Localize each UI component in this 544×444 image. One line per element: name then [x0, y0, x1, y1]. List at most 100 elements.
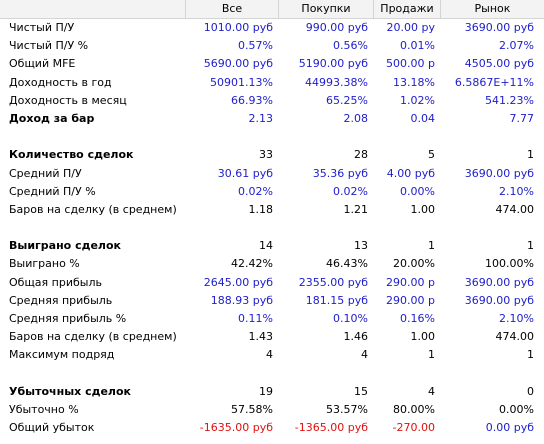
spacer-row — [0, 365, 544, 383]
row-label: Средняя прибыль % — [9, 312, 127, 325]
table-cell: 1.46 — [343, 330, 369, 344]
table-cell: 188.93 руб — [210, 293, 273, 307]
table-row: Количество сделок 33 28 5 1 — [0, 146, 544, 164]
table-cell: 4505.00 руб — [464, 57, 534, 71]
table-cell: 1.21 — [343, 202, 369, 216]
table-cell: 181.15 руб — [305, 293, 368, 307]
row-label: Чистый П/У — [9, 21, 75, 34]
table-cell: 990.00 руб — [305, 21, 368, 34]
table-cell: 7.77 — [509, 111, 535, 125]
row-label: Средняя прибыль — [9, 293, 113, 307]
table-cell: 1.43 — [248, 330, 274, 344]
table-row: Убыточно % 57.58% 53.57% 80.00% 0.00% — [0, 401, 544, 419]
table-cell: 1.18 — [248, 202, 274, 216]
table-cell: 0.02% — [333, 184, 368, 198]
table-cell: 2355.00 руб — [298, 275, 368, 289]
table-cell: 4.00 руб — [386, 166, 435, 180]
table-cell: 1.00 — [410, 202, 436, 216]
table-cell: 15 — [354, 384, 368, 398]
table-cell: 13.18% — [393, 75, 435, 89]
table-cell: 1 — [527, 239, 534, 253]
row-label: Максимум подряд — [9, 348, 115, 362]
table-cell: 53.57% — [326, 402, 368, 416]
row-label: Баров на сделку (в среднем) — [9, 330, 177, 344]
table-cell: 3690.00 руб — [464, 293, 534, 307]
row-label: Выиграно % — [9, 257, 80, 271]
row-label: Средний П/У % — [9, 184, 96, 198]
table-cell: 4 — [428, 384, 435, 398]
spacer-row — [0, 128, 544, 146]
row-label: Чистый П/У % — [9, 39, 89, 53]
table-row: Доходность в год 50901.13% 44993.38% 13.18%… — [0, 74, 544, 92]
table-cell: 0.00% — [400, 184, 435, 198]
table-cell: 0.10% — [333, 312, 368, 325]
table-cell: 2645.00 руб — [203, 275, 273, 289]
table-cell: 30.61 руб — [217, 166, 273, 180]
table-cell: 0.02% — [238, 184, 273, 198]
table-cell: 0.01% — [400, 39, 435, 53]
table-cell: 1.00 — [410, 330, 436, 344]
table-cell: 1 — [527, 148, 534, 162]
column-header-all[interactable]: Все — [185, 0, 278, 18]
column-header-market[interactable]: Рынок — [440, 0, 544, 18]
table-cell: 19 — [259, 384, 273, 398]
table-cell: 33 — [259, 148, 273, 162]
table-row: Баров на сделку (в среднем) 1.18 1.21 1.00 4… — [0, 201, 544, 219]
table-cell: 0.00% — [499, 402, 534, 416]
table-row: Средняя прибыль % 0.11% 0.10% 0.16% 2.10% — [0, 310, 544, 328]
table-cell: 1010.00 руб — [203, 21, 273, 34]
table-cell: -270.00 — [392, 421, 435, 435]
row-label: Общий убыток — [9, 421, 95, 435]
spacer-row — [0, 219, 544, 237]
table-cell: 28 — [354, 148, 368, 162]
table-cell: 66.93% — [231, 93, 273, 107]
table-cell: 3690.00 руб — [464, 21, 534, 34]
table-row: Средний П/У 30.61 руб 35.36 руб 4.00 руб 369… — [0, 165, 544, 183]
table-cell: 3690.00 руб — [464, 275, 534, 289]
table-row: Чистый П/У % 0.57% 0.56% 0.01% 2.07% — [0, 37, 544, 55]
table-row: Средний П/У % 0.02% 0.02% 0.00% 2.10% — [0, 183, 544, 201]
table-cell: 290.00 р — [386, 293, 435, 307]
column-header-sells[interactable]: Продажи — [373, 0, 440, 18]
table-cell: 1 — [428, 348, 435, 362]
table-cell: 35.36 руб — [312, 166, 368, 180]
column-header-buys[interactable]: Покупки — [278, 0, 373, 18]
table-row: Доход за бар 2.13 2.08 0.04 7.77 — [0, 110, 544, 128]
table-cell: 0.16% — [400, 312, 435, 325]
table-cell: 1 — [527, 348, 534, 362]
table-cell: 2.07% — [499, 39, 534, 53]
table-cell: -1635.00 руб — [199, 421, 273, 435]
table-cell: 474.00 — [495, 330, 535, 344]
table-row: Выиграно сделок 14 13 1 1 — [0, 237, 544, 255]
table-cell: 13 — [354, 239, 368, 253]
table-cell: 65.25% — [326, 93, 368, 107]
table-cell: 4 — [266, 348, 273, 362]
table-cell: 14 — [259, 239, 273, 253]
table-row: Максимум подряд 4 4 1 1 — [0, 346, 544, 364]
row-label: Количество сделок — [9, 148, 134, 162]
table-cell: 290.00 р — [386, 275, 435, 289]
table-cell: 4 — [361, 348, 368, 362]
table-cell: 1.02% — [400, 93, 435, 107]
row-label: Доходность в год — [9, 75, 112, 89]
table-cell: 2.08 — [343, 111, 369, 125]
table-cell: 3690.00 руб — [464, 166, 534, 180]
table-cell: 2.13 — [248, 111, 274, 125]
table-cell: 44993.38% — [305, 75, 368, 89]
table-cell: 100.00% — [485, 257, 534, 271]
table-cell: 0.11% — [238, 312, 273, 325]
table-row: Баров на сделку (в среднем) 1.43 1.46 1.00 4… — [0, 328, 544, 346]
row-label: Доход за бар — [9, 111, 95, 125]
table-row: Выиграно % 42.42% 46.43% 20.00% 100.00% — [0, 255, 544, 273]
table-cell: 0.00 руб — [485, 421, 534, 435]
table-cell: 5 — [428, 148, 435, 162]
table-row: Убыточных сделок 19 15 4 0 — [0, 383, 544, 401]
table-row: Общая прибыль 2645.00 руб 2355.00 руб 290.0… — [0, 274, 544, 292]
column-header-row: Все Покупки Продажи Рынок — [0, 0, 544, 19]
table-cell: 46.43% — [326, 257, 368, 271]
table-cell: 474.00 — [495, 202, 535, 216]
table-cell: -1365.00 руб — [294, 421, 368, 435]
table-row: Чистый П/У 1010.00 руб 990.00 руб 20.00 ру 3… — [0, 19, 544, 37]
row-label: Доходность в месяц — [9, 93, 127, 107]
